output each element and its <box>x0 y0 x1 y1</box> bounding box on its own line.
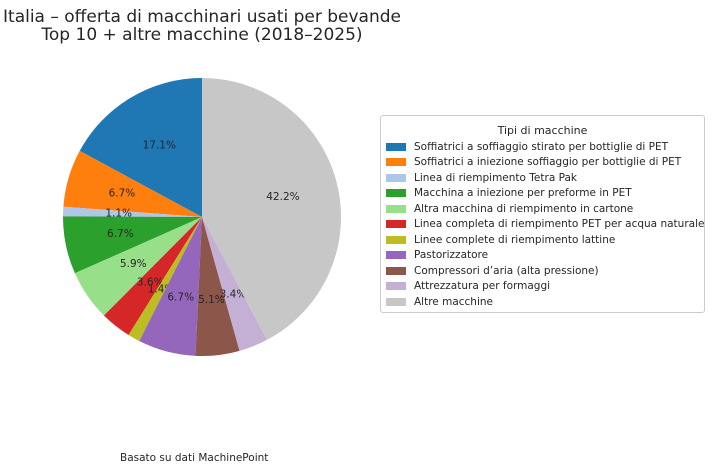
legend-label: Altra macchina di riempimento in cartone <box>414 202 634 215</box>
chart-subtitle: Top 10 + altre macchine (2018–2025) <box>41 25 363 45</box>
slice-label: 3.4% <box>220 288 247 300</box>
slice-label: 17.1% <box>143 139 176 151</box>
legend-swatch <box>386 158 406 167</box>
pie-slice <box>103 217 202 336</box>
pie-slice <box>74 217 202 316</box>
legend-swatch <box>386 282 406 291</box>
slice-label: 6.7% <box>107 228 134 240</box>
legend-item: Attrezzatura per formaggi <box>381 279 704 295</box>
legend-swatch <box>386 173 406 182</box>
legend-item: Linea completa di riempimento PET per ac… <box>381 217 704 233</box>
slice-label: 42.2% <box>266 191 299 203</box>
pie-slice <box>79 78 202 217</box>
legend-swatch <box>386 266 406 275</box>
legend-item: Altra macchina di riempimento in cartone <box>381 201 704 217</box>
pie-slice <box>63 206 203 217</box>
chart-title: Italia – offerta di macchinari usati per… <box>3 7 401 27</box>
slice-label: 6.7% <box>109 188 136 200</box>
legend-label: Pastorizzatore <box>414 249 489 262</box>
slice-label: 5.1% <box>198 294 225 306</box>
footnote: Basato su dati MachinePoint <box>120 452 269 464</box>
slice-label: 6.7% <box>167 292 194 304</box>
legend-swatch <box>386 189 406 198</box>
legend-label: Linee complete di riempimento lattine <box>414 233 616 246</box>
legend-item: Soffiatrici a soffiaggio stirato per bot… <box>381 139 704 155</box>
legend-label: Attrezzatura per formaggi <box>414 280 551 293</box>
legend-item: Altre macchine <box>381 294 704 310</box>
legend-item: Linee complete di riempimento lattine <box>381 232 704 248</box>
legend-title: Tipi di macchine <box>497 124 588 137</box>
pie-slice <box>63 216 202 274</box>
slice-label: 3.6% <box>137 276 164 288</box>
legend-swatch <box>386 235 406 244</box>
legend-label: Linea di riempimento Tetra Pak <box>414 171 577 184</box>
legend-swatch <box>386 251 406 260</box>
pie-slice <box>128 217 202 342</box>
legend-item: Macchina a iniezione per preforme in PET <box>381 186 704 202</box>
legend-item: Linea di riempimento Tetra Pak <box>381 170 704 186</box>
legend-swatch <box>386 204 406 213</box>
legend-label: Altre macchine <box>414 295 493 308</box>
legend-item: Compressori d’aria (alta pressione) <box>381 263 704 279</box>
pie-slice <box>195 217 240 356</box>
legend: Tipi di macchine Soffiatrici a soffiaggi… <box>380 115 705 313</box>
pie-slice <box>202 217 268 351</box>
legend-item: Soffiatrici a iniezione soffiaggio per b… <box>381 155 704 171</box>
legend-swatch <box>386 142 406 151</box>
legend-label: Compressori d’aria (alta pressione) <box>414 264 599 277</box>
legend-label: Soffiatrici a soffiaggio stirato per bot… <box>414 140 669 153</box>
pie-slice <box>202 78 341 340</box>
legend-item: Pastorizzatore <box>381 248 704 264</box>
legend-label: Linea completa di riempimento PET per ac… <box>414 218 705 231</box>
slice-label: 5.9% <box>120 258 147 270</box>
pie-slice <box>63 150 202 217</box>
legend-label: Soffiatrici a iniezione soffiaggio per b… <box>414 156 682 169</box>
legend-swatch <box>386 220 406 229</box>
legend-label: Macchina a iniezione per preforme in PET <box>414 187 632 200</box>
legend-swatch <box>386 297 406 306</box>
pie-slice <box>139 217 202 356</box>
